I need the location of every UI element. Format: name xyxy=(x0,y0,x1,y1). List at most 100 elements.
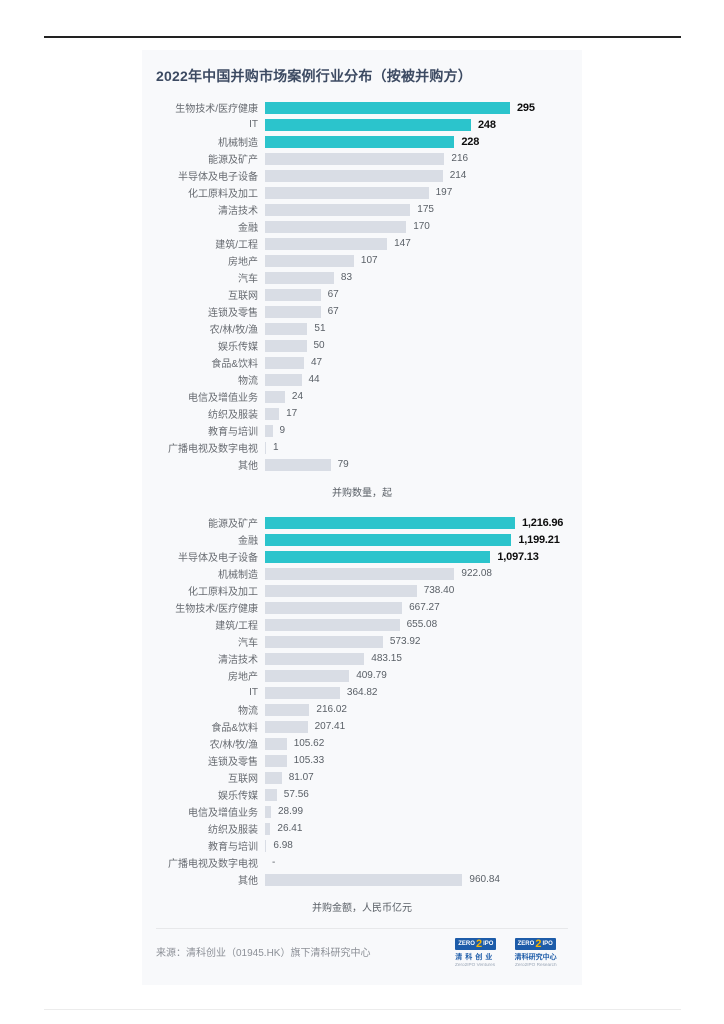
bar-track: 1 xyxy=(265,441,568,454)
bar xyxy=(265,305,321,318)
bar-track: 216 xyxy=(265,152,568,165)
bar xyxy=(265,288,321,301)
bar-track: 6.98 xyxy=(265,839,568,852)
bar-track: 1,199.21 xyxy=(265,533,568,546)
bar-value: 573.92 xyxy=(389,636,421,647)
bar-track: 364.82 xyxy=(265,686,568,699)
bar-category-label: 半导体及电子设备 xyxy=(178,553,258,564)
bar-highlight xyxy=(265,533,512,546)
bar-row: 金融 170 xyxy=(156,218,568,235)
bar-category-label: 清洁技术 xyxy=(218,206,258,217)
bar-track: 17 xyxy=(265,407,568,420)
bar-value: 47 xyxy=(311,357,323,368)
bar-category-label: 生物技术/医疗健康 xyxy=(175,104,258,115)
bar-category-label: 能源及矿产 xyxy=(208,519,258,530)
bar xyxy=(265,220,407,233)
bar xyxy=(265,788,277,801)
bar-value: 107 xyxy=(360,255,378,266)
bar-value: 248 xyxy=(478,118,496,131)
bar-category-label: 机械制造 xyxy=(218,138,258,149)
bar-track: 295 xyxy=(265,101,568,114)
bar-row: 教育与培训 6.98 xyxy=(156,837,568,854)
bar-value: 207.41 xyxy=(314,721,346,732)
bar-category-label: 纺织及服装 xyxy=(208,410,258,421)
bar-row: 汽车 573.92 xyxy=(156,633,568,650)
bar-value: 1,199.21 xyxy=(518,533,560,546)
bar-value: 17 xyxy=(286,408,298,419)
bar xyxy=(265,686,340,699)
bar-category-label: IT xyxy=(249,687,258,698)
bar-category-label: 汽车 xyxy=(238,638,258,649)
bar-value: 170 xyxy=(413,221,430,232)
bar-track: 51 xyxy=(265,322,568,335)
bar-row: 物流 216.02 xyxy=(156,701,568,718)
bar-track: 409.79 xyxy=(265,669,568,682)
logo-cn-label: 清科研究中心 xyxy=(514,954,557,961)
bar-track: 170 xyxy=(265,220,568,233)
bar-track: 28.99 xyxy=(265,805,568,818)
chart-title: 2022年中国并购市场案例行业分布（按被并购方） xyxy=(156,68,472,84)
bar-track: 214 xyxy=(265,169,568,182)
bar-category-label: 电信及增值业务 xyxy=(188,808,258,819)
logo-en-label: Zero2IPO Research xyxy=(514,963,557,968)
bar-row: 互联网 67 xyxy=(156,286,568,303)
bar-value: 50 xyxy=(313,340,325,351)
bar-value: 175 xyxy=(417,204,434,215)
bar-value: 295 xyxy=(517,101,535,114)
bar-row: 半导体及电子设备 1,097.13 xyxy=(156,548,568,565)
bar-value: 44 xyxy=(308,374,320,385)
bar xyxy=(265,652,365,665)
bar xyxy=(265,339,307,352)
bar-track: 105.62 xyxy=(265,737,568,750)
bar-category-label: 房地产 xyxy=(228,672,258,683)
bar-row: 清洁技术 175 xyxy=(156,201,568,218)
bar-value: 667.27 xyxy=(409,602,440,613)
bar xyxy=(265,873,463,886)
bar-category-label: 农/林/牧/渔 xyxy=(209,740,258,751)
bar xyxy=(265,839,267,852)
bar-value: 147 xyxy=(394,238,411,249)
bar-category-label: 化工原料及加工 xyxy=(188,587,258,598)
bar-value: 655.08 xyxy=(406,619,438,630)
bar-row: 金融 1,199.21 xyxy=(156,531,568,548)
chart-deal-amount: 能源及矿产 1,216.96 金融 1,199.21 半导体及电子设备 1,097.13 机… xyxy=(156,514,568,888)
bar xyxy=(265,152,445,165)
logo-text-ipo: IPO xyxy=(483,941,494,947)
bar-track: 57.56 xyxy=(265,788,568,801)
bar-highlight xyxy=(265,135,455,148)
bar-value: 6.98 xyxy=(273,840,293,851)
bar-track: 207.41 xyxy=(265,720,568,733)
bar-value: 79 xyxy=(337,459,349,470)
bar-row: 娱乐传媒 57.56 xyxy=(156,786,568,803)
zero2ipo-logo-box: ZERO 2 IPO xyxy=(455,938,497,950)
bar-value: 1 xyxy=(273,442,279,453)
bar-track: 573.92 xyxy=(265,635,568,648)
bar-value: 105.33 xyxy=(293,755,325,766)
bar xyxy=(265,322,308,335)
bar xyxy=(265,822,271,835)
bar-track: 47 xyxy=(265,356,568,369)
bar-highlight xyxy=(265,118,471,131)
bar-category-label: 互联网 xyxy=(228,774,258,785)
bar-category-label: 半导体及电子设备 xyxy=(178,172,258,183)
bar xyxy=(265,169,443,182)
bar-row: 汽车 83 xyxy=(156,269,568,286)
chart-deal-count: 生物技术/医疗健康 295 IT 248 机械制造 228 能源及矿产 216 半导体及电子设备… xyxy=(156,99,568,473)
bar-track: 81.07 xyxy=(265,771,568,784)
bar-value: 28.99 xyxy=(278,806,304,817)
logo-cn-label: 清科创业 xyxy=(455,954,496,961)
bar-row: 生物技术/医疗健康 295 xyxy=(156,99,568,116)
bar-row: 食品&饮料 207.41 xyxy=(156,718,568,735)
bar-track: - xyxy=(265,857,568,869)
logo-en-label: Zero2IPO Ventures xyxy=(455,963,496,968)
bar-row: 纺织及服装 26.41 xyxy=(156,820,568,837)
bar-track: 655.08 xyxy=(265,618,568,631)
bar-category-label: 建筑/工程 xyxy=(215,621,258,632)
bar xyxy=(265,356,304,369)
bar-row: 生物技术/医疗健康 667.27 xyxy=(156,599,568,616)
logo-text-zero: ZERO xyxy=(458,941,475,947)
bar-row: 食品&饮料 47 xyxy=(156,354,568,371)
bar-value: 214 xyxy=(449,170,467,181)
bar-track: 9 xyxy=(265,424,568,437)
bar-value: 738.40 xyxy=(423,585,455,596)
